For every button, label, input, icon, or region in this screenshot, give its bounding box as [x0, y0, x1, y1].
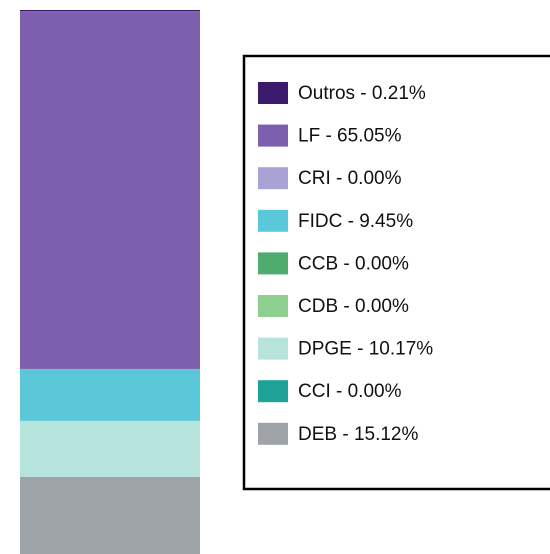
legend-swatch	[258, 209, 288, 232]
legend-label: FIDC - 9.45%	[298, 211, 413, 232]
legend-label: Outros - 0.21%	[298, 83, 426, 104]
bar-segment	[20, 476, 200, 554]
legend-swatch	[258, 167, 288, 190]
legend-swatch	[258, 380, 288, 403]
legend-swatch	[258, 252, 288, 275]
bar-segment	[20, 368, 200, 421]
legend-swatch	[258, 82, 288, 104]
legend-box	[242, 54, 550, 491]
legend-label: CDB - 0.00%	[298, 296, 409, 317]
bar-segment	[20, 10, 200, 12]
legend-label: CCI - 0.00%	[298, 381, 402, 402]
legend-swatch	[258, 124, 288, 147]
legend-label: CCB - 0.00%	[298, 253, 409, 274]
legend-label: DPGE - 10.17%	[298, 339, 433, 360]
legend-swatch	[258, 337, 288, 360]
legend-label: CRI - 0.00%	[298, 168, 402, 189]
bar-segment	[20, 420, 200, 477]
legend-swatch	[258, 295, 288, 317]
legend-swatch	[258, 422, 288, 445]
legend-label: DEB - 15.12%	[298, 424, 418, 445]
legend-label: LF - 65.05%	[298, 126, 402, 147]
bar-segment	[20, 11, 200, 369]
